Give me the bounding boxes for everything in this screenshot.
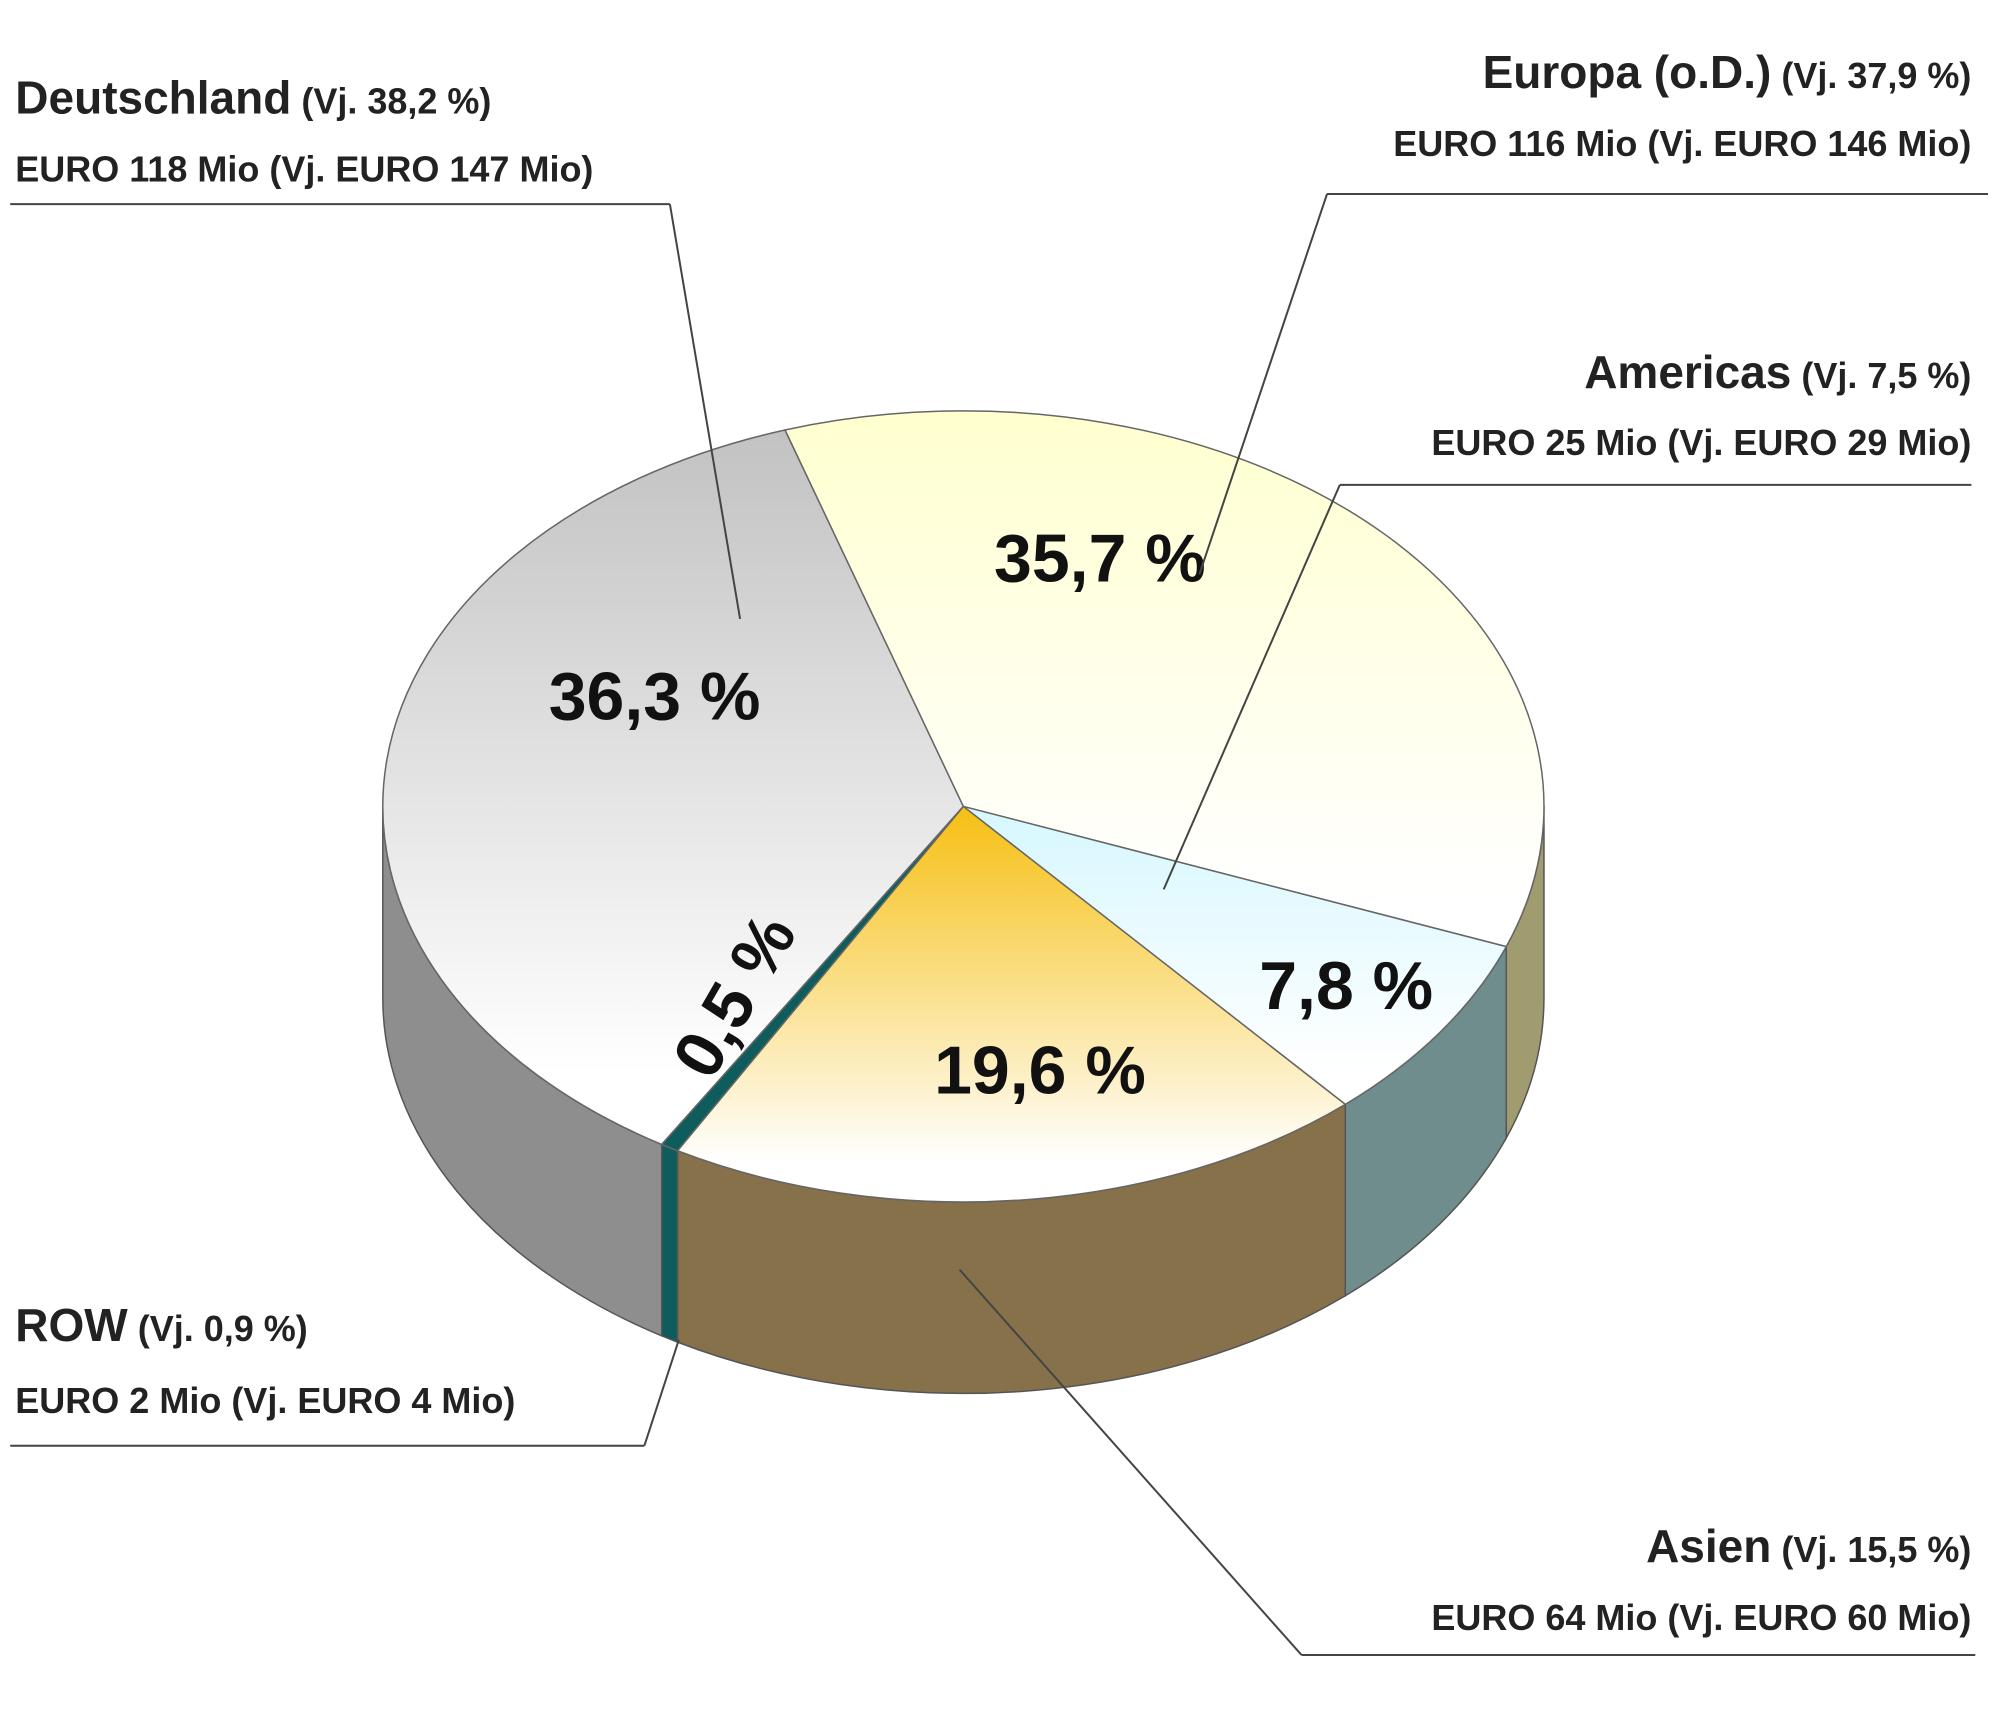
annotation-amount: EURO 64 Mio (Vj. EURO 60 Mio) xyxy=(1431,1597,1971,1638)
value-label: 19,6 % xyxy=(934,1032,1146,1108)
value-label: 35,7 % xyxy=(994,521,1206,597)
slice xyxy=(660,805,964,1152)
slice-side xyxy=(661,1143,679,1344)
leader-line xyxy=(643,1339,680,1447)
annotation-title: Asien (Vj. 15,5 %) xyxy=(1646,1520,1971,1572)
annotation-amount: EURO 2 Mio (Vj. EURO 4 Mio) xyxy=(15,1380,515,1421)
annotation-title: Deutschland (Vj. 38,2 %) xyxy=(15,72,491,124)
annotation-title: ROW (Vj. 0,9 %) xyxy=(15,1299,307,1351)
leader-line xyxy=(668,203,742,620)
leader-line xyxy=(958,1268,1303,1656)
slice xyxy=(382,429,965,1146)
value-label: 7,8 % xyxy=(1259,948,1433,1024)
category-name: Europa (o.D.) xyxy=(1483,46,1772,98)
slice xyxy=(783,410,1545,948)
previous-share: (Vj. 7,5 %) xyxy=(1801,355,1971,396)
previous-share: (Vj. 15,5 %) xyxy=(1781,1529,1971,1570)
annotation-amount: EURO 118 Mio (Vj. EURO 147 Mio) xyxy=(15,149,593,190)
category-name: Deutschland xyxy=(15,72,291,124)
annotation-title: Europa (o.D.) (Vj. 37,9 %) xyxy=(1483,46,1972,98)
annotation-amount: EURO 116 Mio (Vj. EURO 146 Mio) xyxy=(1393,123,1971,164)
category-name: Asien xyxy=(1646,1520,1771,1572)
slice xyxy=(962,805,1508,1106)
previous-share: (Vj. 38,2 %) xyxy=(301,81,491,122)
value-label: 36,3 % xyxy=(549,658,761,734)
previous-share: (Vj. 37,9 %) xyxy=(1781,55,1971,96)
leader-line xyxy=(1162,484,1341,890)
annotation-amount: EURO 25 Mio (Vj. EURO 29 Mio) xyxy=(1431,422,1971,463)
annotation-title: Americas (Vj. 7,5 %) xyxy=(1584,346,1971,398)
category-name: ROW xyxy=(15,1299,128,1351)
slice xyxy=(676,805,1347,1203)
category-name: Americas xyxy=(1584,346,1791,398)
previous-share: (Vj. 0,9 %) xyxy=(138,1308,308,1349)
leader-line xyxy=(1198,193,1328,575)
